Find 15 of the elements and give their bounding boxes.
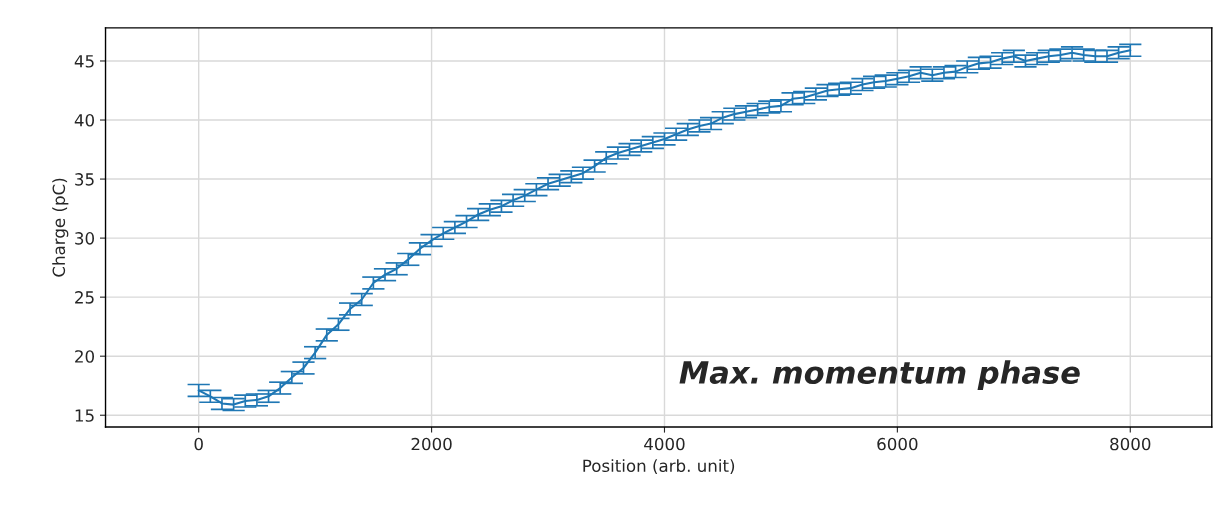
- x-tick-label: 0: [194, 437, 203, 451]
- x-tick-label: 8000: [1110, 437, 1151, 451]
- x-tick-label: 4000: [644, 437, 685, 451]
- y-tick-label: 45: [74, 55, 94, 68]
- x-axis-title: Position (arb. unit): [583, 459, 735, 475]
- y-tick-label: 25: [75, 291, 94, 304]
- annotation: Max. momentum phase: [679, 360, 1080, 390]
- x-tick-label: 2000: [411, 437, 452, 451]
- x-tick-label: 6000: [877, 437, 918, 451]
- y-tick-label: 40: [74, 113, 95, 127]
- y-tick-label: 20: [75, 350, 95, 363]
- y-tick-label: 15: [75, 409, 94, 422]
- y-axis-title: Charge (pC): [52, 178, 69, 277]
- y-tick-label: 30: [75, 232, 95, 245]
- y-tick-label: 35: [75, 173, 94, 186]
